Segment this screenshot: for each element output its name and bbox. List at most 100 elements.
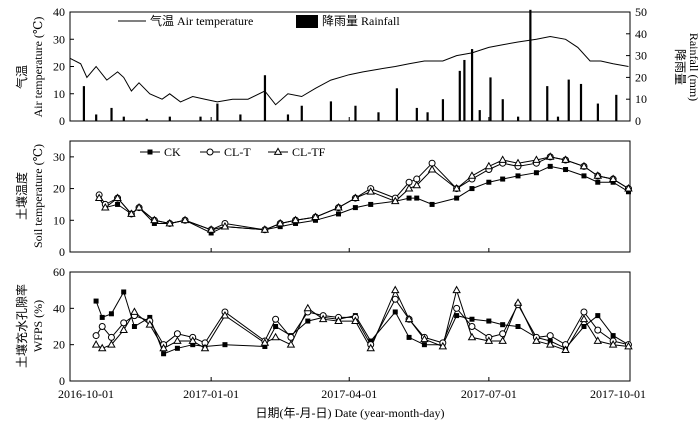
legend-air-bar-label: 降雨量 Rainfall (322, 14, 400, 28)
cl-tf-point (624, 183, 633, 192)
ck-point (368, 201, 374, 207)
legend-soil: CK CL-T CL-TF (140, 145, 326, 159)
ck-point (352, 205, 358, 211)
air-yticks-label-1: 10 (53, 87, 65, 101)
cl-tf-point (532, 155, 541, 163)
rainfall-bar (529, 9, 532, 121)
air-yticks-label-2: 20 (53, 60, 65, 74)
cl-tf-point (127, 209, 136, 217)
rainfall-bar (239, 114, 242, 121)
x-tick-label: 2017-07-01 (461, 387, 517, 401)
rain-ylabel: Rainfall (mm) (687, 33, 700, 101)
air-ylabel-cn: 气温 (14, 65, 29, 89)
rainfall-bar (329, 101, 333, 121)
ck-point (115, 201, 121, 207)
rainfall-bar (300, 105, 303, 121)
ck-point (533, 170, 539, 176)
cl-t-point (92, 332, 100, 340)
cl-t-point (206, 148, 214, 156)
cl-tf-point (334, 316, 343, 324)
legend-air-bar-symbol (296, 15, 318, 28)
cl-tf-point (391, 196, 400, 205)
rainfall-bar (110, 107, 113, 121)
ck-point (222, 342, 228, 348)
rainfall-bar (377, 112, 380, 121)
ck-point (429, 201, 435, 207)
cl-tf-point (260, 338, 270, 346)
ck-point (147, 314, 153, 320)
air-y2ticks-label-5: 50 (635, 5, 647, 19)
air-y2ticks-label-3: 30 (635, 49, 647, 63)
ck-point (99, 314, 105, 320)
rainfall-bar (286, 114, 290, 121)
rainfall-bar (470, 49, 474, 122)
soil-yticks-label-1: 10 (53, 213, 65, 227)
legend-cl-tf-label: CL-TF (292, 145, 326, 159)
air-yticks-label-4: 40 (53, 5, 65, 19)
panel-soil: 0 10 20 30 CK CL-T CL-TF 土壤温度 Soil temperatur… (14, 140, 633, 259)
wfps-yticks-label-1: 20 (53, 338, 65, 352)
rainfall-bar (463, 59, 466, 121)
panel-soil-frame (69, 140, 631, 253)
cl-tf-point (134, 202, 144, 211)
cl-t-point (546, 332, 554, 340)
cl-tf-point (220, 310, 230, 319)
ck-point (563, 167, 569, 173)
air-line (69, 35, 629, 106)
cl-tf-point (286, 340, 296, 348)
cl-tf-point (452, 183, 461, 192)
ck-point (190, 342, 196, 348)
cl-tf-point (532, 336, 541, 344)
rainfall-bar (95, 114, 98, 121)
cl-tf-point (498, 336, 507, 344)
rainfall-bar (426, 112, 429, 121)
rainfall-bar (501, 99, 504, 121)
wfps-yticks: 0 20 40 60 (53, 265, 74, 388)
rainfall-bar (579, 83, 583, 121)
cl-tf-point (498, 155, 507, 163)
ck-point (595, 313, 601, 319)
ck-point (500, 176, 506, 182)
cl-tf-point (318, 314, 328, 323)
cl-tf-point (545, 152, 555, 160)
ck-point (610, 333, 616, 339)
ck-point (515, 173, 521, 179)
cl-tf-point (452, 285, 461, 294)
rainfall-bar (546, 86, 549, 121)
ck-line (98, 165, 629, 234)
cl-tf-point (275, 218, 285, 227)
rainfall-bar (199, 116, 202, 121)
cl-tf-point (180, 215, 190, 224)
ck-point (335, 211, 341, 217)
ck-point (406, 334, 412, 340)
cl-t-point (499, 330, 507, 338)
cl-tf-point (561, 155, 570, 163)
cl-tf-point (593, 171, 603, 179)
cl-tf-point (97, 343, 107, 352)
rainfall-bar (263, 75, 267, 121)
cl-t-point (453, 304, 461, 312)
cl-tf-point (150, 215, 159, 224)
rain-ylabel-cn: 降雨量 (673, 49, 687, 85)
cl-t-point (468, 323, 476, 330)
cl-tf-point (427, 164, 437, 173)
cl-tf-point (467, 171, 477, 179)
rainfall-bar (122, 116, 125, 121)
legend-air: 气温 Air temperature 降雨量 Rainfall (118, 13, 400, 28)
rainfall-bar (478, 110, 481, 121)
x-axis-label: 日期(年-月-日) Date (year-month-day) (255, 406, 444, 420)
air-yticks-label-3: 30 (53, 32, 65, 46)
cl-t-point (107, 333, 115, 341)
air-yticks: 0 10 20 30 40 (53, 5, 74, 128)
ck-point (595, 179, 601, 185)
ck-point (414, 195, 420, 201)
panel-air: 0 10 20 30 40 0 10 20 30 40 50 气温 Air temperature… (14, 5, 700, 128)
rainfall-bar (489, 77, 492, 121)
ck-point (454, 195, 460, 201)
cl-tf-point (273, 147, 283, 155)
soil-ylabel: Soil temperature (℃) (31, 144, 45, 248)
cl-tf-point (366, 187, 375, 195)
rainfall-bar (216, 103, 219, 121)
cl-t-point (594, 326, 602, 334)
air-y2ticks-label-2: 20 (635, 70, 647, 84)
